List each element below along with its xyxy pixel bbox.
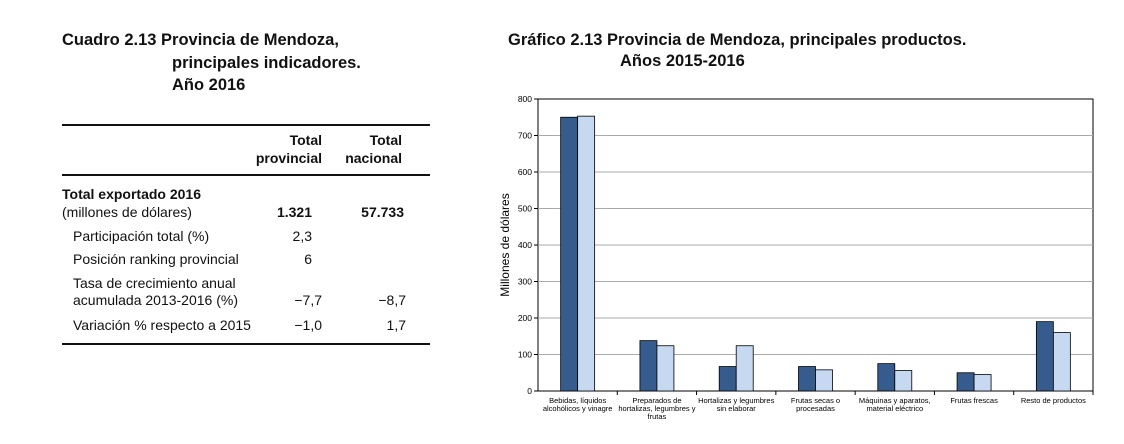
bar — [894, 370, 913, 392]
value-provincial: 2,3 — [292, 228, 312, 244]
x-tick-label: Bebidas, líquidos — [549, 396, 606, 405]
value-provincial: 6 — [304, 251, 312, 267]
x-tick-label: frutas — [648, 412, 667, 421]
row-label-2: (millones de dólares) — [62, 204, 192, 220]
x-tick-label: sin elaborar — [717, 404, 757, 413]
y-tick-label: 700 — [518, 131, 532, 141]
row-label: Participación total (%) — [73, 228, 210, 244]
bar — [798, 366, 816, 392]
y-tick-label: 0 — [527, 386, 532, 396]
x-tick-label: Resto de productos — [1021, 396, 1086, 405]
y-tick-label: 300 — [518, 277, 532, 287]
y-tick-label: 400 — [518, 240, 532, 250]
y-tick-label: 100 — [518, 350, 532, 360]
y-axis-label: Millones de dólares — [498, 193, 512, 296]
bar — [956, 372, 975, 392]
bar — [735, 345, 754, 392]
row-label-2: acumulada 2013-2016 (%) — [73, 292, 238, 308]
col-header-nacional-1: Total — [369, 132, 402, 148]
y-tick-label: 600 — [518, 167, 532, 177]
x-tick-label: alcohólicos y vinagre — [543, 404, 613, 413]
table-top-rule — [62, 124, 430, 126]
x-tick-label: material eléctrico — [866, 404, 923, 413]
x-tick-label: Preparados de — [632, 396, 681, 405]
row-label: Tasa de crecimiento anual — [73, 275, 236, 291]
table-title-line2: principales indicadores. — [172, 54, 361, 72]
x-tick-label: Frutas frescas — [950, 396, 998, 405]
value-provincial: −1,0 — [294, 317, 322, 333]
bar — [577, 115, 596, 392]
value-provincial: 1.321 — [276, 204, 312, 220]
value-provincial: −7,7 — [294, 292, 322, 308]
x-tick-label: Máquinas y aparatos, — [859, 396, 931, 405]
chart-title-line2: Años 2015-2016 — [620, 52, 745, 70]
x-tick-label: procesadas — [796, 404, 835, 413]
value-nacional: 1,7 — [386, 317, 406, 333]
table-bottom-rule — [62, 343, 430, 345]
bar — [815, 369, 833, 392]
row-label: Variación % respecto a 2015 — [73, 317, 251, 333]
table-header-rule — [62, 174, 430, 176]
row-label: Posición ranking provincial — [73, 251, 239, 267]
bar — [718, 366, 737, 392]
x-tick-label: Frutas secas o — [791, 396, 840, 405]
table-title-line1: Cuadro 2.13 Provincia de Mendoza, — [62, 31, 339, 49]
bar — [877, 363, 896, 392]
bar — [1052, 332, 1071, 392]
col-header-provincial-1: Total — [289, 132, 322, 148]
bar — [973, 374, 992, 392]
value-nacional: 57.733 — [361, 204, 404, 220]
y-tick-label: 200 — [518, 313, 532, 323]
col-header-nacional-2: nacional — [345, 150, 402, 166]
table-title-line3: Año 2016 — [172, 76, 246, 94]
y-tick-label: 500 — [518, 204, 532, 214]
value-nacional: −8,7 — [378, 292, 406, 308]
bar — [639, 340, 658, 392]
chart-title-line1: Gráfico 2.13 Provincia de Mendoza, princ… — [508, 31, 967, 49]
x-tick-label: hortalizas, legumbres y — [618, 404, 695, 413]
bar — [560, 116, 579, 392]
bar — [1035, 321, 1054, 392]
col-header-provincial-2: provincial — [255, 150, 322, 166]
y-tick-label: 800 — [518, 94, 532, 104]
x-tick-label: Hortalizas y legumbres — [698, 396, 775, 405]
bar — [656, 345, 675, 392]
row-label: Total exportado 2016 — [62, 186, 202, 202]
